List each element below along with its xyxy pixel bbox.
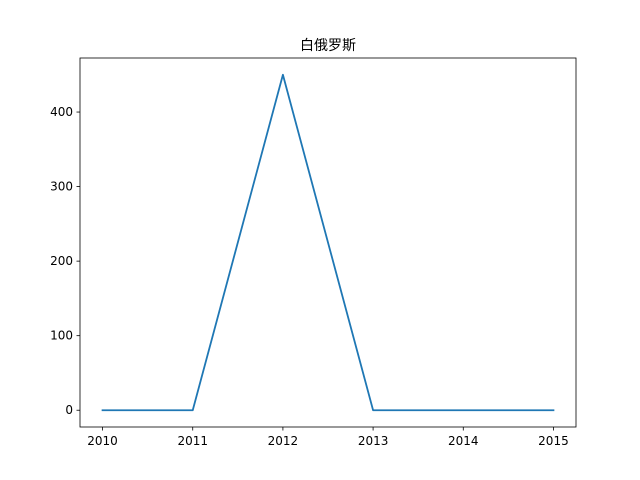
series-line <box>101 73 555 412</box>
y-tick-label: 100 <box>50 329 73 343</box>
plot-area: 0 100 200 300 400 2010 2011 2012 2013 2014 2015 <box>50 57 577 448</box>
x-tick-label: 2011 <box>177 434 208 448</box>
y-tick-label: 400 <box>50 105 73 119</box>
y-tick-label: 200 <box>50 254 73 268</box>
x-tick-label: 2010 <box>87 434 118 448</box>
y-tick-label: 300 <box>50 180 73 194</box>
x-tick-label: 2015 <box>538 434 569 448</box>
x-tick-label: 2012 <box>268 434 299 448</box>
chart-title: 白俄罗斯 <box>300 38 356 54</box>
x-tick-label: 2013 <box>358 434 389 448</box>
axes-frame <box>79 57 577 428</box>
x-tick-label: 2014 <box>448 434 479 448</box>
y-tick-label: 0 <box>65 403 73 417</box>
